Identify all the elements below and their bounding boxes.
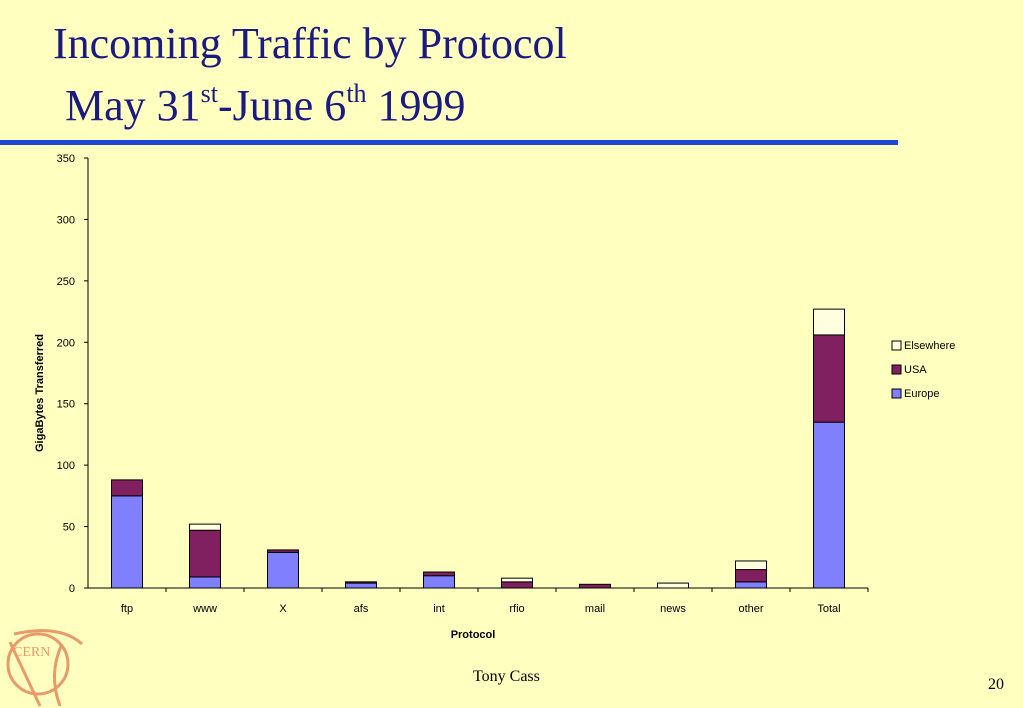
bar-elsewhere-other	[735, 560, 767, 571]
bar-europe-x	[267, 551, 299, 589]
y-tick-label: 250	[57, 276, 75, 288]
bar-elsewhere-rfio	[501, 577, 533, 583]
x-axis-title: Protocol	[451, 629, 496, 641]
legend-label-elsewhere: Elsewhere	[904, 340, 955, 352]
x-tick-label: www	[192, 603, 217, 615]
x-tick-label: mail	[585, 603, 605, 615]
bar-elsewhere-total	[813, 308, 845, 336]
x-tick-label: X	[279, 603, 287, 615]
y-axis-title: GigaBytes Transferred	[34, 334, 46, 452]
cern-logo-text: CERN	[13, 645, 50, 660]
y-tick-label: 0	[69, 583, 75, 595]
bar-usa-other	[735, 569, 767, 583]
legend-swatch-elsewhere	[891, 340, 902, 351]
x-tick-label: other	[738, 603, 763, 615]
bar-europe-other	[735, 581, 767, 589]
bar-usa-www	[189, 529, 221, 578]
x-tick-label: rfio	[509, 603, 524, 615]
x-tick-label: afs	[354, 603, 369, 615]
bar-usa-ftp	[111, 479, 143, 497]
bar-usa-rfio	[501, 581, 533, 589]
bar-europe-ftp	[111, 495, 143, 589]
bar-usa-int	[423, 571, 455, 577]
bar-usa-afs	[345, 581, 377, 584]
bar-usa-mail	[579, 583, 611, 589]
y-tick-label: 300	[57, 214, 75, 226]
x-tick-label: Total	[817, 603, 840, 615]
bar-europe-total	[813, 421, 845, 589]
x-tick-label: int	[433, 603, 445, 615]
bar-europe-int	[423, 575, 455, 589]
y-tick-label: 50	[63, 522, 75, 534]
page-number: 20	[988, 676, 1004, 693]
bar-elsewhere-news	[657, 582, 689, 589]
legend-swatch-europe	[891, 388, 902, 399]
bar-elsewhere-www	[189, 523, 221, 531]
title-ordinal-suffix-1: st	[200, 79, 218, 108]
y-tick-label: 200	[57, 337, 75, 349]
bar-usa-total	[813, 334, 845, 423]
title-line-2: May 31st-June 6th 1999	[65, 80, 466, 132]
bar-europe-afs	[345, 582, 377, 589]
cern-logo: CERN	[6, 629, 84, 707]
y-tick-label: 150	[57, 399, 75, 411]
y-tick-label: 350	[57, 153, 75, 165]
title-year: 1999	[366, 81, 466, 130]
slide-author: Tony Cass	[473, 668, 540, 685]
title-date-end: -June 6	[218, 81, 347, 130]
title-date-start: May 31	[65, 81, 201, 130]
title-ordinal-suffix-2: th	[346, 79, 367, 108]
title-divider	[0, 140, 898, 145]
title-line-1: Incoming Traffic by Protocol	[53, 19, 567, 68]
legend-label-usa: USA	[904, 364, 927, 376]
legend-swatch-usa	[891, 364, 902, 375]
x-tick-label: news	[660, 603, 686, 615]
legend-label-europe: Europe	[904, 388, 939, 400]
bar-usa-x	[267, 549, 299, 553]
y-tick-label: 100	[57, 460, 75, 472]
bar-europe-www	[189, 576, 221, 589]
x-tick-label: ftp	[121, 603, 133, 615]
